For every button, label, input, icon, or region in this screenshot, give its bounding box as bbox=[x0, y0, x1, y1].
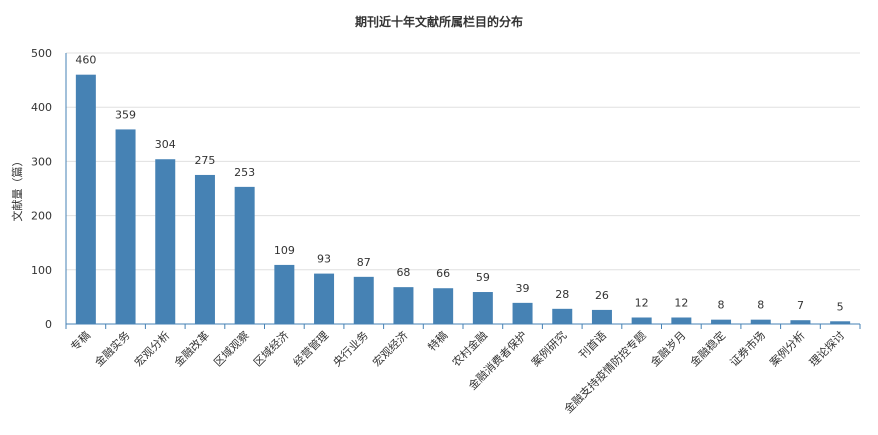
data-label: 93 bbox=[317, 253, 331, 266]
data-label: 5 bbox=[837, 300, 844, 313]
bar bbox=[512, 302, 533, 324]
data-label: 304 bbox=[155, 138, 176, 151]
x-tick-label: 央行业务 bbox=[331, 329, 371, 369]
x-tick-label: 金融实务 bbox=[92, 328, 133, 369]
x-tick-label: 宏观经济 bbox=[370, 328, 411, 369]
bar bbox=[234, 186, 255, 324]
bar bbox=[631, 317, 652, 324]
data-label: 28 bbox=[555, 288, 569, 301]
x-tick-label: 农村金融 bbox=[449, 328, 490, 369]
data-label: 253 bbox=[234, 166, 255, 179]
data-label: 26 bbox=[595, 289, 609, 302]
x-tick-label: 区域经济 bbox=[250, 328, 291, 369]
bar bbox=[353, 276, 374, 324]
y-axis-title: 文献量（篇） bbox=[10, 156, 24, 222]
x-tick-label: 宏观分析 bbox=[131, 328, 172, 369]
data-label: 460 bbox=[75, 54, 96, 67]
bar bbox=[115, 129, 136, 324]
bar bbox=[155, 159, 176, 324]
bar bbox=[591, 309, 612, 324]
x-tick-label: 特稿 bbox=[425, 328, 450, 353]
x-tick-label: 区域观察 bbox=[211, 328, 252, 369]
data-label: 12 bbox=[635, 296, 649, 309]
axes bbox=[65, 53, 861, 329]
x-tick-label: 理论探讨 bbox=[806, 328, 847, 369]
grid-lines bbox=[66, 52, 860, 271]
bar bbox=[711, 319, 732, 324]
chart-title: 期刊近十年文献所属栏目的分布 bbox=[354, 15, 523, 29]
y-tick-label: 400 bbox=[31, 101, 52, 114]
data-label: 8 bbox=[718, 299, 725, 312]
x-tick-label: 金融稳定 bbox=[687, 328, 728, 369]
y-tick-label: 100 bbox=[31, 264, 52, 277]
data-label: 7 bbox=[797, 299, 804, 312]
bar bbox=[75, 74, 96, 325]
data-label: 109 bbox=[274, 244, 295, 257]
bar bbox=[750, 319, 771, 324]
bar bbox=[194, 174, 215, 324]
x-tick-label: 刊首语 bbox=[576, 328, 609, 361]
y-tick-label: 300 bbox=[31, 155, 52, 168]
bar bbox=[433, 288, 454, 324]
bar bbox=[671, 317, 692, 324]
bar bbox=[790, 320, 811, 324]
bar bbox=[393, 287, 414, 324]
data-label: 87 bbox=[357, 256, 371, 269]
data-label: 66 bbox=[436, 267, 450, 280]
bars bbox=[75, 74, 851, 325]
bar bbox=[472, 292, 493, 324]
x-tick-label: 案例分析 bbox=[767, 328, 808, 369]
bar bbox=[552, 308, 573, 324]
y-tick-label: 200 bbox=[31, 210, 52, 223]
bar bbox=[314, 273, 335, 324]
data-label: 12 bbox=[674, 296, 688, 309]
y-tick-label: 500 bbox=[31, 47, 52, 60]
x-tick-labels: 专稿 金融实务 宏观分析 金融改革 区域观察 区域经济 经营管理 央行业务 宏观经济 特稿 农村金融… bbox=[68, 328, 848, 416]
bar bbox=[830, 321, 851, 324]
bar bbox=[274, 264, 295, 324]
y-tick-label: 0 bbox=[45, 318, 52, 331]
data-label: 275 bbox=[194, 154, 215, 167]
x-tick-label: 金融改革 bbox=[171, 328, 212, 369]
x-tick-label: 专稿 bbox=[68, 328, 93, 353]
data-label: 8 bbox=[757, 299, 764, 312]
x-tick-label: 经营管理 bbox=[290, 328, 331, 369]
x-tick-label: 金融岁月 bbox=[647, 328, 688, 369]
data-label: 39 bbox=[516, 282, 530, 295]
y-tick-labels: 0 100 200 300 400 500 bbox=[31, 47, 52, 331]
x-tick-label: 证券市场 bbox=[727, 328, 768, 369]
data-label: 68 bbox=[396, 266, 410, 279]
data-label: 359 bbox=[115, 108, 136, 121]
x-tick-label: 案例研究 bbox=[528, 328, 569, 369]
data-label: 59 bbox=[476, 271, 490, 284]
